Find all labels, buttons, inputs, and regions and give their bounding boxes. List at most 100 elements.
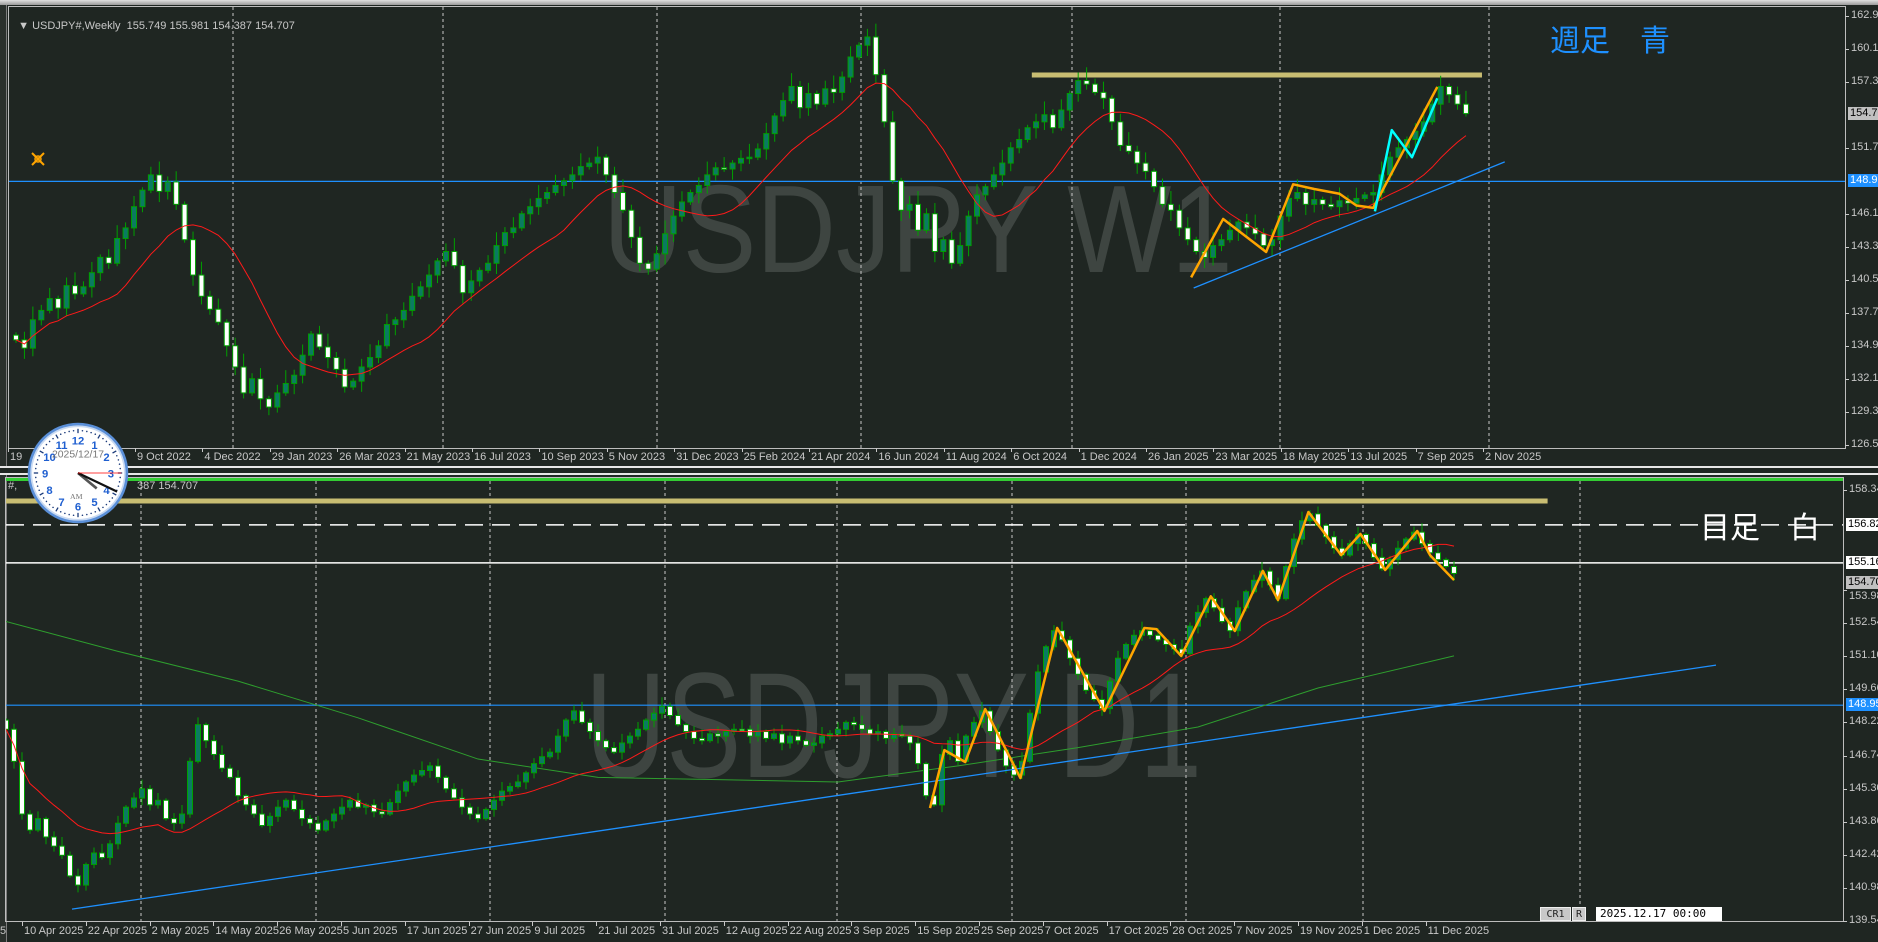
clock-minute-dot — [59, 511, 62, 513]
candle-body — [267, 815, 273, 826]
candle-body — [563, 719, 569, 737]
candle-body — [240, 366, 247, 394]
clock-numeral: 8 — [46, 485, 52, 497]
candle-bearish — [72, 272, 79, 300]
candle-bearish — [1134, 145, 1141, 174]
weekly-chart-header: ▼ USDJPY#,Weekly 155.749 155.981 154.387… — [12, 8, 295, 32]
candle-body — [211, 740, 217, 755]
date-axis-tick — [979, 922, 980, 926]
candle-bearish — [240, 353, 247, 399]
candle-bearish — [355, 792, 361, 810]
candle-body — [1218, 239, 1225, 247]
cr1-button[interactable]: CR1 — [1540, 907, 1571, 921]
candle-body — [1066, 93, 1073, 111]
candle-bullish — [387, 798, 393, 817]
daily-chart-panel[interactable] — [5, 477, 1844, 922]
candle-body — [259, 813, 265, 827]
candle-bearish — [667, 702, 673, 720]
candle-bearish — [1142, 152, 1149, 180]
candle-body — [683, 724, 689, 733]
candle-body — [636, 236, 643, 264]
price-axis-tick — [1845, 412, 1849, 413]
weekly-chart-panel[interactable] — [8, 6, 1846, 449]
candle-body — [507, 786, 513, 792]
clock-minute-dot — [119, 467, 122, 470]
candle-body — [468, 280, 475, 294]
trendline[interactable] — [71, 664, 1717, 910]
object-crosshair-icon[interactable] — [30, 151, 46, 167]
candle-bullish — [531, 758, 537, 779]
candle-body — [123, 806, 129, 824]
candle-bullish — [763, 122, 770, 160]
trendline[interactable] — [1193, 161, 1505, 289]
candle-bullish — [659, 697, 665, 719]
candle-body — [139, 788, 145, 799]
candle-body — [227, 767, 233, 778]
candle-body — [739, 728, 745, 732]
candle-bearish — [898, 177, 905, 221]
candle-bullish — [552, 174, 559, 196]
clock-minute-dot — [45, 500, 48, 503]
panel-separator[interactable] — [0, 466, 1878, 475]
candle-bearish — [251, 799, 257, 818]
candle-body — [1167, 203, 1174, 211]
candle-bullish — [403, 779, 409, 797]
candle-body — [155, 799, 161, 806]
candle-bullish — [712, 162, 719, 181]
candle-body — [906, 203, 913, 211]
collapse-triangle-icon[interactable]: ▼ — [18, 20, 33, 32]
date-axis-label: 25 Sep 2025 — [981, 925, 1044, 937]
candle-body — [476, 269, 483, 282]
candle-bearish — [257, 368, 264, 410]
candle-bearish — [923, 761, 929, 800]
clock-minute-dot — [86, 513, 88, 516]
candle-body — [523, 772, 529, 783]
clock-numeral: 3 — [108, 468, 114, 480]
candle-bullish — [1058, 99, 1065, 131]
candle-bullish — [339, 798, 345, 820]
price-axis-label: 162.98 — [1851, 9, 1878, 21]
candle-body — [122, 227, 129, 240]
candle-bearish — [27, 810, 33, 834]
candle-bullish — [507, 782, 513, 795]
candle-bearish — [232, 337, 239, 376]
candle-body — [324, 346, 331, 359]
date-axis-tick — [539, 448, 541, 452]
price-axis-label: 137.78 — [1851, 306, 1878, 318]
candle-body — [283, 799, 289, 808]
clock-minute-dot — [86, 430, 88, 433]
candle-body — [347, 799, 353, 808]
candle-body — [915, 203, 922, 231]
candle-body — [907, 735, 913, 744]
candle-bearish — [1151, 168, 1158, 193]
candle-bearish — [19, 752, 25, 820]
date-axis-tick — [876, 448, 878, 452]
candle-bearish — [211, 735, 217, 760]
candle-bearish — [1451, 561, 1457, 581]
clock-minute-dot — [64, 512, 66, 515]
candle-bullish — [1361, 191, 1368, 202]
candle-bullish — [249, 373, 256, 396]
r-button[interactable]: R — [1572, 907, 1586, 921]
candle-body — [323, 820, 329, 831]
price-axis-tick — [1845, 346, 1849, 347]
date-axis-tick — [1170, 922, 1172, 926]
candle-bearish — [1446, 83, 1453, 103]
candle-body — [38, 309, 45, 321]
date-axis-tick — [723, 922, 725, 926]
candle-body — [1302, 192, 1309, 205]
candle-bearish — [190, 231, 197, 286]
candle-body — [203, 724, 209, 742]
candle-body — [59, 845, 65, 856]
candle-body — [990, 174, 997, 188]
datetime-field[interactable]: 2025.12.17 00:00 — [1596, 907, 1722, 921]
candle-bearish — [43, 816, 49, 845]
candle-body — [594, 156, 601, 164]
candle-body — [535, 197, 542, 208]
candle-bearish — [763, 729, 769, 743]
clock-hour-tick — [39, 492, 44, 496]
clock-hour-tick — [55, 507, 59, 512]
